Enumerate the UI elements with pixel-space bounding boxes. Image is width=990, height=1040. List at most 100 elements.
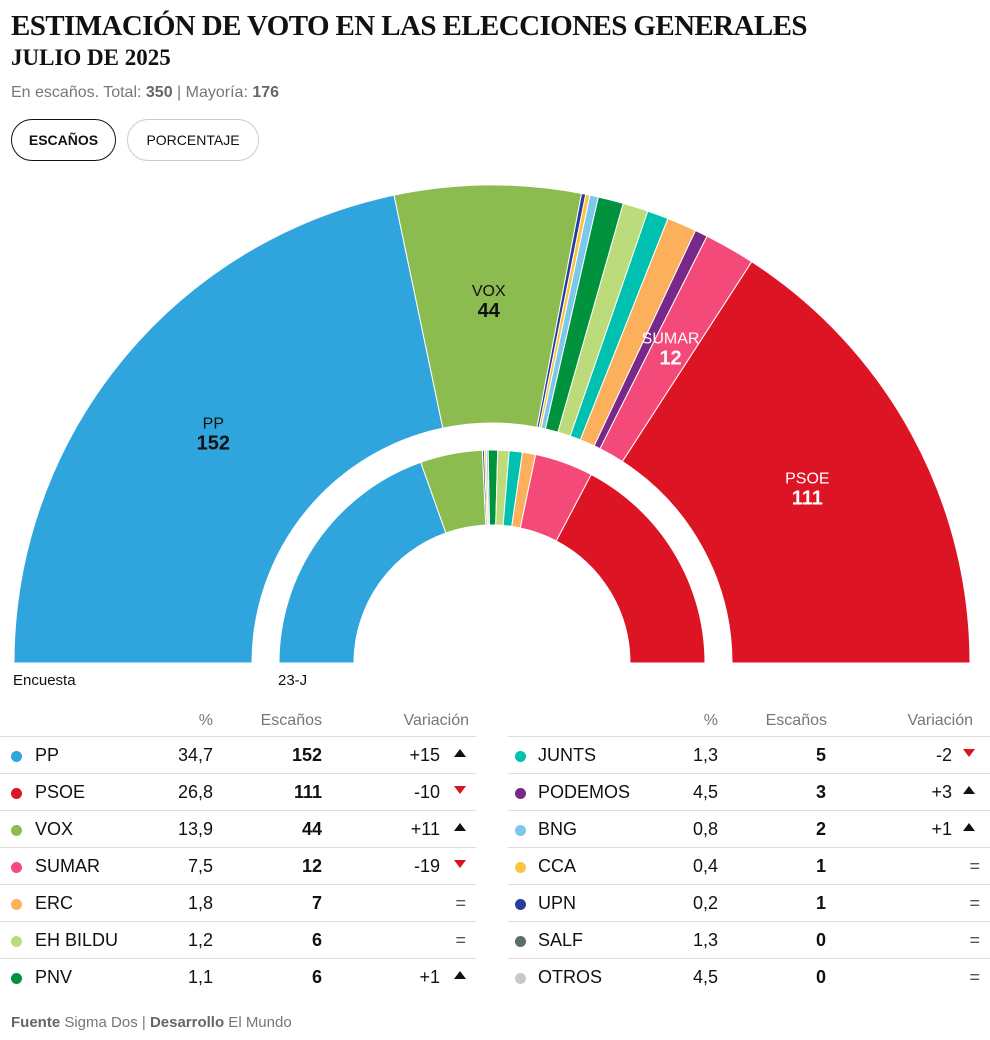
segment-label-vox: VOX [472, 283, 506, 300]
party-seats: 3 [815, 782, 826, 802]
party-variation: +1 [419, 967, 440, 987]
party-color-dot [515, 936, 526, 947]
header-variation: Variación [403, 712, 469, 729]
party-name: JUNTS [538, 745, 596, 765]
party-color-dot [11, 788, 22, 799]
party-variation: -19 [413, 856, 440, 876]
header-seats: Escaños [765, 712, 827, 729]
arrow-down-icon [454, 860, 466, 868]
party-percent: 0,2 [692, 893, 718, 913]
header-variation: Variación [907, 712, 973, 729]
seats-toggle-button[interactable]: ESCAÑOS [11, 119, 116, 161]
segment-value-pp: 152 [197, 433, 230, 455]
chart-subtitle: JULIO DE 2025 [11, 45, 171, 70]
party-row-salf: SALF 1,3 0 = [508, 922, 990, 959]
party-percent: 7,5 [187, 856, 213, 876]
party-row-pp: PP 34,7 152 +15 [0, 737, 476, 774]
party-percent: 26,8 [177, 782, 213, 802]
party-row-upn: UPN 0,2 1 = [508, 885, 990, 922]
header-percent: % [198, 712, 213, 729]
developer-label: Desarrollo [149, 1014, 225, 1031]
party-seats: 2 [815, 819, 826, 839]
party-seats: 44 [301, 819, 322, 839]
party-variation: -10 [413, 782, 440, 802]
inner-ring-label: 23-J [278, 672, 308, 689]
party-percent: 1,1 [187, 967, 213, 987]
arrow-up-icon [963, 786, 975, 794]
arrow-up-icon [963, 823, 975, 831]
party-seats: 0 [815, 930, 826, 950]
party-name: BNG [538, 819, 578, 839]
party-seats: 152 [291, 745, 322, 765]
party-color-dot [515, 788, 526, 799]
results-table-left: % Escaños Variación PP 34,7 152 +15 PSOE 26,8… [0, 706, 476, 995]
total-seats: 350 [145, 84, 173, 101]
party-color-dot [11, 862, 22, 873]
party-row-otros: OTROS 4,5 0 = [508, 959, 990, 995]
party-seats: 6 [311, 930, 322, 950]
party-seats: 12 [301, 856, 322, 876]
party-name: CCA [538, 856, 577, 876]
variation-equal: = [969, 967, 980, 987]
outer-segment-psoe [621, 261, 971, 664]
party-color-dot [11, 899, 22, 910]
party-color-dot [11, 825, 22, 836]
arrow-down-icon [454, 786, 466, 794]
party-seats: 1 [815, 856, 826, 876]
party-percent: 1,3 [692, 745, 718, 765]
party-seats: 0 [815, 967, 826, 987]
inner-segment-psoe [555, 473, 706, 664]
party-color-dot [11, 973, 22, 984]
party-variation: +1 [931, 819, 952, 839]
segment-value-sumar: 12 [659, 348, 681, 370]
party-color-dot [515, 973, 526, 984]
header-seats: Escaños [260, 712, 322, 729]
percentage-toggle-button[interactable]: PORCENTAJE [127, 119, 259, 161]
party-seats: 7 [311, 893, 322, 913]
party-name: PNV [35, 967, 73, 987]
party-row-pnv: PNV 1,1 6 +1 [0, 959, 476, 995]
party-seats: 6 [311, 967, 322, 987]
party-row-psoe: PSOE 26,8 111 -10 [0, 774, 476, 811]
party-name: OTROS [538, 967, 603, 987]
party-variation: +3 [931, 782, 952, 802]
party-color-dot [11, 936, 22, 947]
results-table-right: % Escaños Variación JUNTS 1,3 5 -2 PODEMOS 4,… [508, 706, 990, 995]
party-variation: +15 [409, 745, 440, 765]
party-name: SALF [538, 930, 584, 950]
majority-seats: 176 [252, 84, 280, 101]
party-row-junts: JUNTS 1,3 5 -2 [508, 737, 990, 774]
party-color-dot [515, 825, 526, 836]
party-row-bng: BNG 0,8 2 +1 [508, 811, 990, 848]
party-color-dot [515, 899, 526, 910]
party-row-vox: VOX 13,9 44 +11 [0, 811, 476, 848]
segment-value-psoe: 111 [792, 487, 823, 509]
party-row-podemos: PODEMOS 4,5 3 +3 [508, 774, 990, 811]
header-percent: % [703, 712, 718, 729]
summary-mid: | Mayoría: [172, 84, 253, 101]
party-seats: 1 [815, 893, 826, 913]
table-header: % Escaños Variación [0, 706, 476, 737]
party-name: PSOE [35, 782, 86, 802]
party-percent: 34,7 [177, 745, 213, 765]
party-row-eh-bildu: EH BILDU 1,2 6 = [0, 922, 476, 959]
party-name: PP [35, 745, 60, 765]
party-row-cca: CCA 0,4 1 = [508, 848, 990, 885]
developer-name: El Mundo [224, 1014, 292, 1031]
party-name: ERC [35, 893, 74, 913]
party-color-dot [515, 751, 526, 762]
party-name: VOX [35, 819, 74, 839]
segment-value-vox: 44 [478, 300, 501, 322]
party-name: EH BILDU [35, 930, 119, 950]
arrow-down-icon [963, 749, 975, 757]
table-header: % Escaños Variación [508, 706, 990, 737]
party-seats: 5 [815, 745, 826, 765]
party-percent: 1,8 [187, 893, 213, 913]
party-seats: 111 [293, 782, 322, 802]
source-name: Sigma Dos | [60, 1014, 150, 1031]
party-variation: +11 [410, 819, 440, 839]
party-percent: 4,5 [692, 967, 718, 987]
arrow-up-icon [454, 971, 466, 979]
segment-label-psoe: PSOE [785, 470, 829, 487]
